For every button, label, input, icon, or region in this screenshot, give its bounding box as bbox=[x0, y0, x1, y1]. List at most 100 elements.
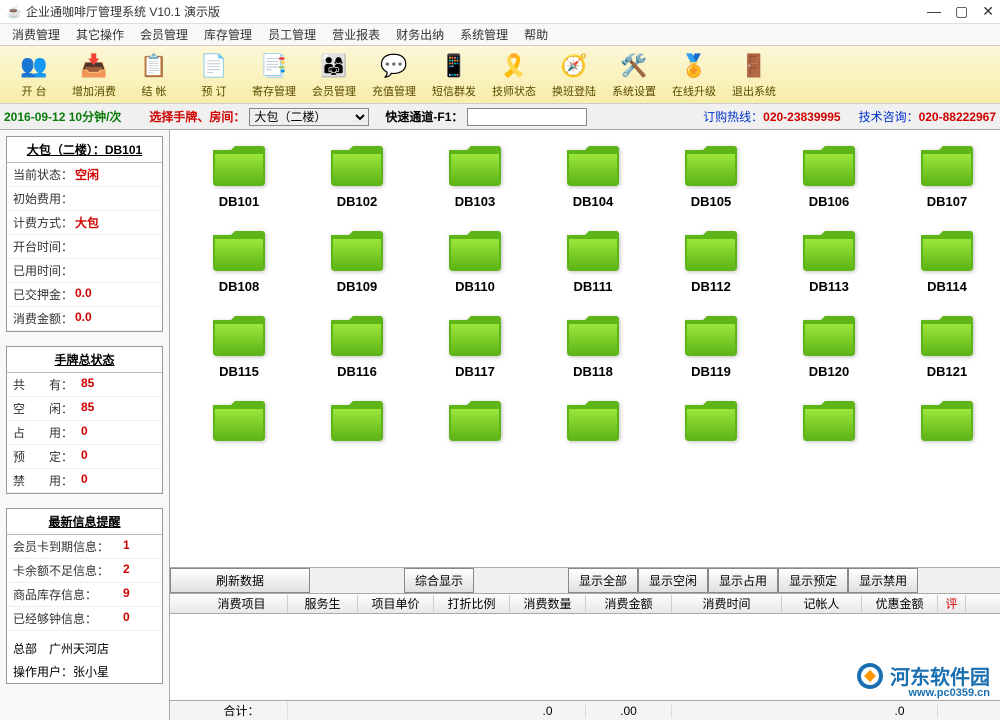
room-item[interactable]: DB101 bbox=[194, 142, 284, 209]
room-item[interactable] bbox=[430, 397, 520, 443]
maximize-button[interactable]: ▢ bbox=[955, 3, 968, 20]
room-item[interactable] bbox=[666, 397, 756, 443]
toolbar-button[interactable]: 👥开 台 bbox=[4, 48, 64, 102]
minimize-button[interactable]: — bbox=[927, 3, 941, 20]
toolbar-button[interactable]: 📋结 帐 bbox=[124, 48, 184, 102]
toolbar-button[interactable]: 🚪退出系统 bbox=[724, 48, 784, 102]
folder-icon bbox=[681, 397, 741, 443]
tech-support: 技术咨询：020-88222967 bbox=[859, 108, 996, 125]
table-column-header[interactable]: 服务生 bbox=[288, 595, 358, 612]
folder-icon bbox=[209, 397, 269, 443]
toolbar-button[interactable]: 👨‍👩‍👧会员管理 bbox=[304, 48, 364, 102]
status-summary-panel: 手牌总状态 共 有：85空 闲：85占 用：0预 定：0禁 用：0 bbox=[6, 346, 163, 494]
room-item[interactable]: DB121 bbox=[902, 312, 992, 379]
room-name: DB107 bbox=[927, 194, 967, 209]
room-name: DB121 bbox=[927, 364, 967, 379]
room-item[interactable]: DB103 bbox=[430, 142, 520, 209]
table-column-header[interactable]: 优惠金额 bbox=[862, 595, 938, 612]
toolbar-icon: 📋 bbox=[139, 51, 169, 81]
table-column-header[interactable]: 记帐人 bbox=[782, 595, 862, 612]
table-column-header[interactable]: 项目单价 bbox=[358, 595, 434, 612]
table-column-header[interactable]: 评 bbox=[938, 595, 966, 612]
room-item[interactable]: DB107 bbox=[902, 142, 992, 209]
toolbar-button[interactable]: 📥增加消费 bbox=[64, 48, 124, 102]
toolbar-button[interactable]: 📑寄存管理 bbox=[244, 48, 304, 102]
panel-row: 初始费用： bbox=[7, 187, 162, 211]
table-column-header[interactable]: 消费金额 bbox=[586, 595, 672, 612]
consumption-table-header: 消费项目服务生项目单价打折比例消费数量消费金额消费时间记帐人优惠金额评 bbox=[170, 594, 1000, 614]
room-item[interactable]: DB104 bbox=[548, 142, 638, 209]
room-item[interactable]: DB113 bbox=[784, 227, 874, 294]
menu-item[interactable]: 库存管理 bbox=[196, 24, 260, 45]
close-button[interactable]: ✕ bbox=[982, 3, 994, 20]
room-item[interactable]: DB111 bbox=[548, 227, 638, 294]
menu-item[interactable]: 帮助 bbox=[516, 24, 556, 45]
room-item[interactable]: DB112 bbox=[666, 227, 756, 294]
menu-item[interactable]: 财务出纳 bbox=[388, 24, 452, 45]
toolbar-icon: 🚪 bbox=[739, 51, 769, 81]
toolbar-button[interactable]: 📄预 订 bbox=[184, 48, 244, 102]
room-item[interactable]: DB114 bbox=[902, 227, 992, 294]
select-room-label: 选择手牌、房间： bbox=[149, 108, 245, 125]
room-name: DB111 bbox=[573, 279, 612, 294]
room-item[interactable] bbox=[312, 397, 402, 443]
panel-row: 开台时间： bbox=[7, 235, 162, 259]
toolbar-button[interactable]: 🛠️系统设置 bbox=[604, 48, 664, 102]
filter-button[interactable]: 综合显示 bbox=[404, 568, 474, 593]
room-item[interactable]: DB110 bbox=[430, 227, 520, 294]
room-item[interactable]: DB119 bbox=[666, 312, 756, 379]
room-item[interactable] bbox=[194, 397, 284, 443]
panel-row: 已经够钟信息：0 bbox=[7, 607, 162, 631]
table-column-header[interactable]: 消费项目 bbox=[196, 595, 288, 612]
folder-icon bbox=[445, 397, 505, 443]
filter-button[interactable]: 刷新数据 bbox=[170, 568, 310, 593]
quick-channel-input[interactable] bbox=[467, 108, 587, 126]
room-item[interactable] bbox=[784, 397, 874, 443]
room-item[interactable]: DB115 bbox=[194, 312, 284, 379]
room-item[interactable]: DB109 bbox=[312, 227, 402, 294]
menubar: 消费管理其它操作会员管理库存管理员工管理营业报表财务出纳系统管理帮助 bbox=[0, 24, 1000, 46]
panel-row: 消费金额：0.0 bbox=[7, 307, 162, 331]
toolbar-button[interactable]: 🎗️技师状态 bbox=[484, 48, 544, 102]
folder-icon bbox=[445, 227, 505, 273]
filter-button[interactable]: 显示预定 bbox=[778, 568, 848, 593]
toolbar-icon: 📑 bbox=[259, 51, 289, 81]
toolbar-button[interactable]: 📱短信群发 bbox=[424, 48, 484, 102]
info-bar: 2016-09-12 10分钟/次 选择手牌、房间： 大包（二楼） 快速通道-F… bbox=[0, 104, 1000, 130]
room-name: DB106 bbox=[809, 194, 849, 209]
toolbar-button[interactable]: 💬充值管理 bbox=[364, 48, 424, 102]
folder-icon bbox=[563, 142, 623, 188]
menu-item[interactable]: 会员管理 bbox=[132, 24, 196, 45]
room-item[interactable]: DB102 bbox=[312, 142, 402, 209]
table-column-header[interactable]: 消费数量 bbox=[510, 595, 586, 612]
filter-button[interactable]: 显示禁用 bbox=[848, 568, 918, 593]
room-select[interactable]: 大包（二楼） bbox=[249, 108, 369, 126]
filter-button[interactable]: 显示空闲 bbox=[638, 568, 708, 593]
toolbar-icon: 📱 bbox=[439, 51, 469, 81]
room-item[interactable]: DB106 bbox=[784, 142, 874, 209]
folder-icon bbox=[917, 312, 977, 358]
room-item[interactable]: DB118 bbox=[548, 312, 638, 379]
table-column-header[interactable]: 消费时间 bbox=[672, 595, 782, 612]
summary-cell: .00 bbox=[586, 704, 672, 718]
folder-icon bbox=[681, 227, 741, 273]
menu-item[interactable]: 营业报表 bbox=[324, 24, 388, 45]
menu-item[interactable]: 其它操作 bbox=[68, 24, 132, 45]
table-column-header[interactable]: 打折比例 bbox=[434, 595, 510, 612]
room-item[interactable]: DB117 bbox=[430, 312, 520, 379]
room-item[interactable]: DB116 bbox=[312, 312, 402, 379]
menu-item[interactable]: 系统管理 bbox=[452, 24, 516, 45]
room-item[interactable] bbox=[902, 397, 992, 443]
room-item[interactable]: DB105 bbox=[666, 142, 756, 209]
room-item[interactable]: DB108 bbox=[194, 227, 284, 294]
panel-row: 已用时间： bbox=[7, 259, 162, 283]
room-item[interactable] bbox=[548, 397, 638, 443]
toolbar-button[interactable]: 🏅在线升级 bbox=[664, 48, 724, 102]
toolbar-icon: 🧭 bbox=[559, 51, 589, 81]
filter-button[interactable]: 显示占用 bbox=[708, 568, 778, 593]
toolbar-button[interactable]: 🧭换班登陆 bbox=[544, 48, 604, 102]
room-item[interactable]: DB120 bbox=[784, 312, 874, 379]
filter-button[interactable]: 显示全部 bbox=[568, 568, 638, 593]
menu-item[interactable]: 消费管理 bbox=[4, 24, 68, 45]
menu-item[interactable]: 员工管理 bbox=[260, 24, 324, 45]
